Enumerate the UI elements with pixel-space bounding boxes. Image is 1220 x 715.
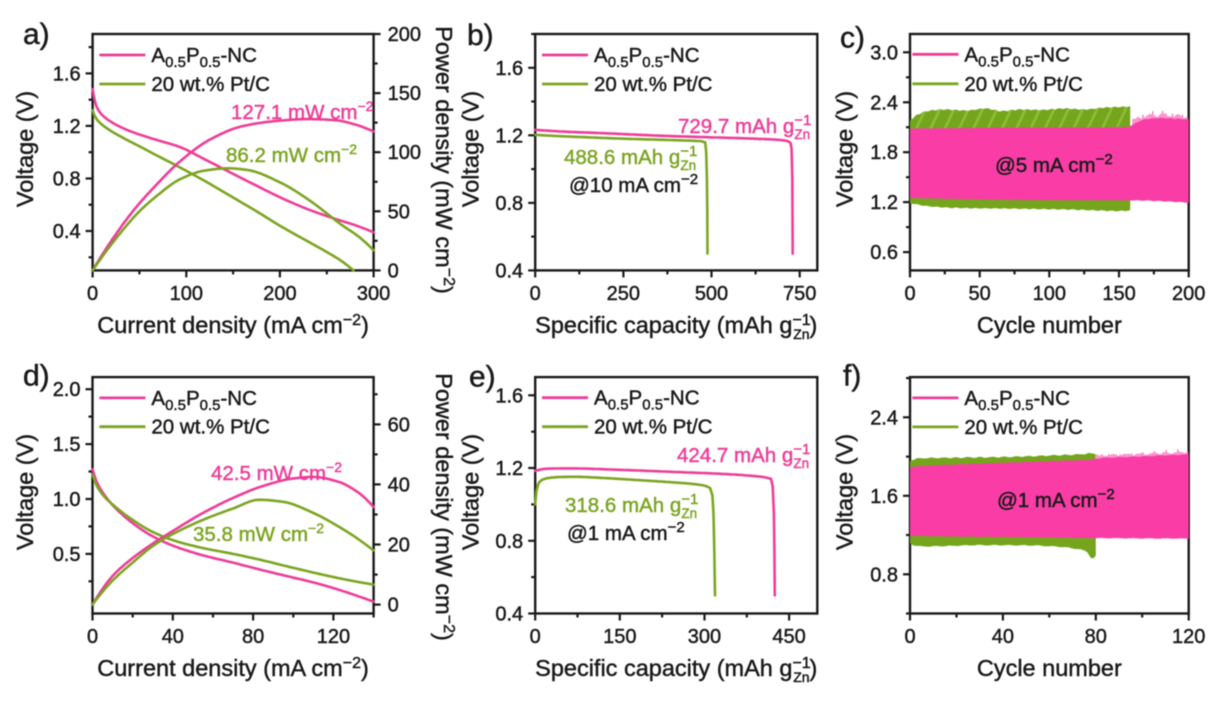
svg-text:1.2: 1.2 (53, 116, 81, 138)
svg-text:Voltage (V): Voltage (V) (458, 434, 484, 550)
svg-text:0: 0 (388, 595, 399, 617)
svg-text:b): b) (467, 19, 494, 52)
svg-text:1.6: 1.6 (495, 385, 523, 407)
svg-text:100: 100 (388, 142, 421, 164)
svg-text:750: 750 (783, 283, 816, 305)
svg-text:424.7 mAh g−1Zn: 424.7 mAh g−1 Zn (677, 441, 810, 471)
svg-text:0.8: 0.8 (53, 168, 81, 190)
svg-text:0.6: 0.6 (870, 242, 898, 264)
svg-text:0: 0 (904, 626, 915, 648)
svg-text:3.0: 3.0 (870, 42, 898, 64)
svg-text:100: 100 (170, 283, 203, 305)
svg-text:20 wt.% Pt/C: 20 wt.% Pt/C (964, 73, 1083, 96)
svg-text:A0.5P0.5-NC: A0.5P0.5-NC (594, 387, 700, 414)
svg-text:1.2: 1.2 (495, 458, 523, 480)
svg-text:80: 80 (242, 626, 264, 648)
svg-text:0: 0 (388, 260, 399, 282)
svg-text:150: 150 (388, 83, 421, 105)
svg-text:200: 200 (388, 24, 421, 46)
svg-text:Voltage (V): Voltage (V) (832, 91, 858, 207)
svg-text:Current density (mA cm−2): Current density (mA cm−2) (97, 655, 369, 681)
svg-text:1.6: 1.6 (495, 58, 523, 80)
svg-text:2.4: 2.4 (870, 407, 898, 429)
svg-text:120: 120 (317, 626, 350, 648)
svg-text:20 wt.% Pt/C: 20 wt.% Pt/C (151, 73, 270, 96)
svg-text:Specific capacity (mAh g−1Zn): Specific capacity (mAh g−1 Zn) (535, 312, 817, 342)
svg-text:40: 40 (992, 626, 1014, 648)
svg-text:729.7 mAh g−1Zn: 729.7 mAh g−1 Zn (678, 112, 811, 142)
svg-text:20 wt.% Pt/C: 20 wt.% Pt/C (594, 73, 713, 96)
svg-text:Voltage (V): Voltage (V) (458, 91, 484, 207)
svg-text:Specific capacity (mAh g−1Zn): Specific capacity (mAh g−1 Zn) (535, 655, 817, 685)
svg-text:1.2: 1.2 (870, 192, 898, 214)
svg-text:a): a) (23, 18, 50, 51)
svg-text:1.6: 1.6 (870, 486, 898, 508)
svg-text:300: 300 (357, 283, 390, 305)
svg-text:127.1 mW cm−2: 127.1 mW cm−2 (231, 98, 374, 124)
svg-text:20 wt.% Pt/C: 20 wt.% Pt/C (964, 416, 1083, 439)
svg-text:0.8: 0.8 (495, 531, 523, 553)
svg-text:0: 0 (87, 626, 98, 648)
svg-text:@10 mA cm−2: @10 mA cm−2 (569, 171, 698, 197)
svg-text:Voltage (V): Voltage (V) (832, 434, 858, 550)
svg-text:20 wt.% Pt/C: 20 wt.% Pt/C (594, 416, 713, 439)
svg-text:60: 60 (388, 414, 410, 436)
svg-text:d): d) (23, 360, 50, 393)
svg-text:0: 0 (87, 283, 98, 305)
svg-text:@5 mA cm−2: @5 mA cm−2 (995, 151, 1113, 177)
svg-text:40: 40 (162, 626, 184, 648)
svg-text:Current density (mA cm−2): Current density (mA cm−2) (97, 312, 369, 338)
svg-text:35.8 mW cm−2: 35.8 mW cm−2 (193, 520, 324, 546)
svg-text:20 wt.% Pt/C: 20 wt.% Pt/C (151, 416, 270, 439)
svg-text:300: 300 (688, 626, 721, 648)
svg-text:100: 100 (1033, 283, 1066, 305)
svg-text:200: 200 (263, 283, 296, 305)
svg-text:0: 0 (530, 626, 541, 648)
svg-text:Voltage (V): Voltage (V) (12, 91, 38, 207)
svg-text:80: 80 (1085, 626, 1107, 648)
svg-text:318.6 mAh g−1Zn: 318.6 mAh g−1 Zn (565, 491, 698, 521)
svg-text:Cycle number: Cycle number (977, 655, 1122, 681)
svg-text:120: 120 (1172, 626, 1205, 648)
svg-text:50: 50 (388, 201, 410, 223)
svg-text:Power density (mW cm−2): Power density (mW cm−2) (431, 373, 457, 641)
svg-text:1.8: 1.8 (870, 142, 898, 164)
svg-text:488.6 mAh g−1Zn: 488.6 mAh g−1 Zn (564, 143, 697, 173)
svg-text:0.8: 0.8 (870, 564, 898, 586)
svg-text:0.8: 0.8 (495, 193, 523, 215)
svg-text:150: 150 (603, 626, 636, 648)
svg-text:86.2 mW cm−2: 86.2 mW cm−2 (226, 141, 357, 167)
svg-text:f): f) (843, 360, 861, 393)
svg-text:1.5: 1.5 (53, 434, 81, 456)
svg-text:0: 0 (904, 283, 915, 305)
svg-text:1.6: 1.6 (53, 63, 81, 85)
svg-text:500: 500 (695, 283, 728, 305)
svg-text:0.4: 0.4 (495, 604, 523, 626)
svg-text:0.4: 0.4 (53, 221, 81, 243)
svg-text:Power density (mW cm−2): Power density (mW cm−2) (431, 26, 457, 294)
svg-text:50: 50 (969, 283, 991, 305)
svg-text:0: 0 (530, 283, 541, 305)
svg-text:2.4: 2.4 (870, 92, 898, 114)
svg-text:150: 150 (1102, 283, 1135, 305)
svg-text:2.0: 2.0 (53, 379, 81, 401)
svg-text:0.5: 0.5 (53, 544, 81, 566)
svg-text:250: 250 (607, 283, 640, 305)
svg-text:0.4: 0.4 (495, 260, 523, 282)
svg-text:1.2: 1.2 (495, 125, 523, 147)
svg-text:@1 mA cm−2: @1 mA cm−2 (567, 519, 685, 545)
svg-text:@1 mA cm−2: @1 mA cm−2 (997, 486, 1115, 512)
svg-text:450: 450 (772, 626, 805, 648)
svg-text:c): c) (840, 22, 865, 55)
svg-text:40: 40 (388, 474, 410, 496)
svg-text:Cycle number: Cycle number (977, 312, 1122, 338)
svg-text:20: 20 (388, 535, 410, 557)
svg-text:42.5 mW cm−2: 42.5 mW cm−2 (211, 459, 342, 485)
svg-text:1.0: 1.0 (53, 489, 81, 511)
svg-text:e): e) (469, 361, 496, 394)
svg-text:200: 200 (1172, 283, 1205, 305)
svg-text:Voltage (V): Voltage (V) (12, 434, 38, 550)
